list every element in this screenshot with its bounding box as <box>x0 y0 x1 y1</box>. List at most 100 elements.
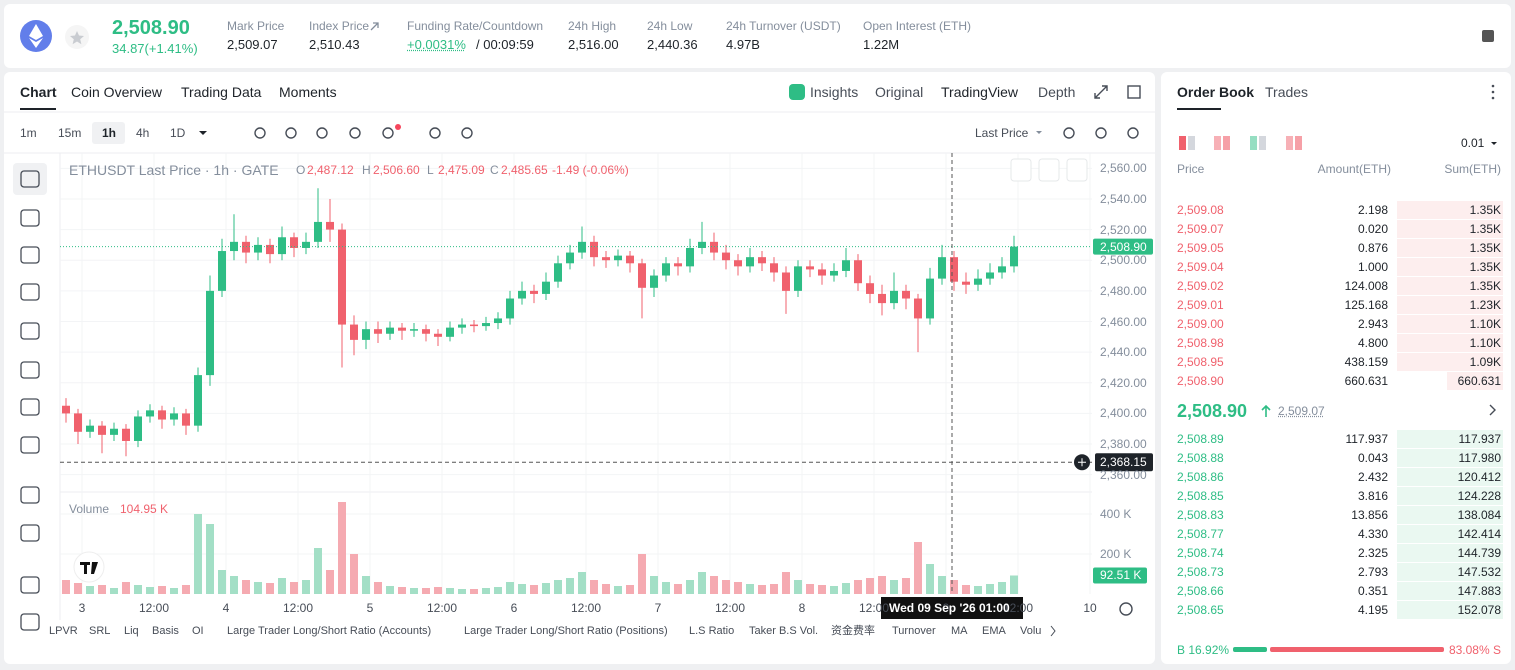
view-tab[interactable]: TradingView <box>941 84 1019 100</box>
interval-button[interactable]: 1m <box>20 126 37 140</box>
indicator-button[interactable]: EMA <box>982 625 1006 637</box>
candle-body <box>206 290 214 376</box>
order-sum: 1.35K <box>1469 203 1501 217</box>
volume-bar <box>278 578 286 594</box>
volume-bar <box>302 580 310 594</box>
candle-body <box>110 428 118 435</box>
candle-body <box>410 329 418 331</box>
volume-bar <box>1010 575 1018 594</box>
volume-bar <box>446 588 454 594</box>
depth-bar <box>1397 277 1503 295</box>
x-tick-label: 9 <box>942 601 950 615</box>
toolbar-icon <box>1127 127 1139 139</box>
volume-bar <box>830 586 838 594</box>
drawing-tool-icon <box>20 576 40 594</box>
candle-body <box>494 318 502 324</box>
indicator-button[interactable]: Liq <box>124 625 139 637</box>
indicator-button[interactable]: Basis <box>152 625 179 637</box>
candle-body <box>326 221 334 230</box>
indicator-button[interactable]: Large Trader Long/Short Ratio (Accounts) <box>227 625 432 637</box>
ohlc-legend: 2,475.09 <box>438 163 485 177</box>
interval-button[interactable]: 15m <box>58 126 82 140</box>
indicator-button[interactable]: MA <box>951 625 968 637</box>
indicator-button[interactable]: 资金费率 <box>831 625 875 637</box>
active-interval <box>92 122 125 144</box>
price-change: 34.87(+1.41%) <box>112 41 198 56</box>
volume-bar <box>266 583 274 594</box>
drawing-tool-icon <box>20 322 40 340</box>
ohlc-legend: 2,485.65 <box>501 163 548 177</box>
candle-body <box>866 283 874 294</box>
y-tick-label: 2,560.00 <box>1100 161 1147 176</box>
candle-body <box>254 244 262 253</box>
candle-body <box>134 416 142 441</box>
precision-select[interactable]: 0.01 <box>1461 136 1485 150</box>
chart-control <box>1066 158 1088 182</box>
scroll-right <box>1050 625 1056 637</box>
chart-tab[interactable]: Trading Data <box>181 84 262 100</box>
ohlc-legend: H <box>362 163 371 177</box>
order-sum: 1.35K <box>1469 260 1501 274</box>
orderbook-tab[interactable]: Trades <box>1265 84 1309 100</box>
indicator-button[interactable]: L.S Ratio <box>689 625 735 637</box>
x-tick-label: 12:00 <box>858 601 890 615</box>
indicator-button[interactable]: OI <box>192 625 204 637</box>
candle-body <box>806 266 814 270</box>
drawing-tool-icon <box>20 170 40 188</box>
candle-body <box>458 324 466 328</box>
column-header: Sum(ETH) <box>1444 162 1501 176</box>
candle-body <box>842 260 850 271</box>
interval-button[interactable]: 1D <box>170 126 186 140</box>
indicator-button[interactable]: Large Trader Long/Short Ratio (Positions… <box>464 625 668 637</box>
order-amount: 124.008 <box>1344 279 1388 293</box>
view-tab[interactable]: Insights <box>810 84 859 100</box>
volume-bar <box>674 584 682 594</box>
volume-bar <box>758 585 766 594</box>
coin-glyph <box>29 24 43 48</box>
stat-value: 2,510.43 <box>309 37 360 52</box>
chart-tab[interactable]: Coin Overview <box>71 84 163 100</box>
candle-body <box>914 298 922 319</box>
candle-body <box>182 413 190 426</box>
indicator-button[interactable]: Turnover <box>892 625 936 637</box>
volume-bar <box>734 582 742 594</box>
candle-body <box>758 257 766 264</box>
view-tab[interactable]: Depth <box>1038 84 1076 100</box>
interval-button[interactable]: 4h <box>136 126 150 140</box>
candle-body <box>506 298 514 319</box>
order-sum: 144.739 <box>1457 546 1501 560</box>
volume-bar <box>842 583 850 594</box>
volume-bar <box>890 580 898 594</box>
orderbook-tab[interactable]: Order Book <box>1177 84 1255 100</box>
view-tab[interactable]: Original <box>875 84 924 100</box>
indicator-button[interactable]: Taker B.S Vol. <box>749 625 819 637</box>
drawing-tool-icon <box>20 246 40 264</box>
price-source[interactable]: Last Price <box>975 126 1029 140</box>
indicator-button[interactable]: SRL <box>89 625 111 637</box>
candle-body <box>602 257 610 261</box>
volume-bar <box>314 548 322 594</box>
countdown: / 00:09:59 <box>476 37 534 52</box>
order-amount: 4.195 <box>1357 603 1388 617</box>
order-amount: 2.943 <box>1357 317 1388 331</box>
ohlc-legend: -1.49 (-0.06%) <box>552 163 629 177</box>
interval-button[interactable]: 1h <box>102 126 117 140</box>
candle-body <box>614 255 622 261</box>
up-arrow <box>1261 404 1271 417</box>
x-tick-label: 4 <box>222 601 230 615</box>
candle-body <box>890 290 898 304</box>
logo <box>80 562 98 574</box>
stat-label: 24h Low <box>647 19 693 33</box>
indicator-button[interactable]: Volu <box>1020 625 1042 637</box>
candle-body <box>950 257 958 282</box>
volume-bar <box>806 584 814 594</box>
volume-bar <box>722 580 730 594</box>
chart-tab[interactable]: Chart <box>20 84 57 100</box>
order-price: 2,509.02 <box>1177 279 1224 293</box>
volume-bar <box>422 588 430 594</box>
x-tick-label: 8 <box>798 601 806 615</box>
indicator-button[interactable]: LPVR <box>49 625 78 637</box>
depth-bar <box>1397 315 1503 333</box>
chart-tab[interactable]: Moments <box>279 84 337 100</box>
